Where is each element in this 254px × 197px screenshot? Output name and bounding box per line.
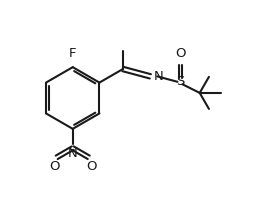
Text: O: O bbox=[86, 160, 97, 173]
Text: N: N bbox=[154, 70, 164, 83]
Text: O: O bbox=[49, 160, 59, 173]
Text: F: F bbox=[69, 47, 76, 60]
Text: N: N bbox=[68, 147, 78, 160]
Text: S: S bbox=[176, 75, 185, 88]
Text: O: O bbox=[175, 47, 186, 60]
